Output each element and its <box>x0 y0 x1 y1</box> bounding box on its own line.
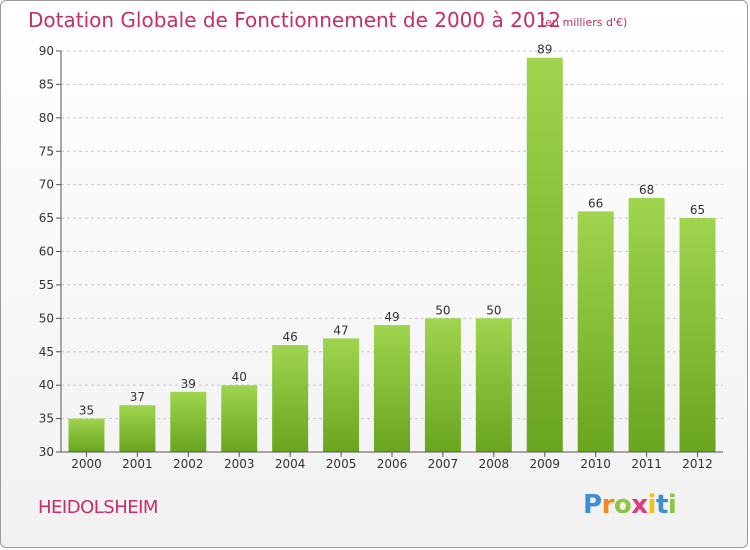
logo-letter: P <box>583 490 602 520</box>
x-tick-label-2007: 2007 <box>428 457 459 471</box>
y-tick-label: 45 <box>39 345 54 359</box>
bar-2010 <box>577 211 614 452</box>
data-label-2004: 46 <box>283 330 298 344</box>
y-tick-label: 55 <box>39 278 54 292</box>
y-tick-label: 50 <box>39 311 54 325</box>
bar-2007 <box>424 318 461 452</box>
y-tick-label: 70 <box>39 178 54 192</box>
y-tick-label: 75 <box>39 144 54 158</box>
bar-2003 <box>221 385 258 452</box>
data-label-2006: 49 <box>384 310 399 324</box>
bar-2005 <box>323 338 360 452</box>
y-tick-label: 85 <box>39 77 54 91</box>
logo-letter: o <box>613 490 632 520</box>
x-tick-label-2003: 2003 <box>224 457 255 471</box>
data-label-2012: 65 <box>690 203 705 217</box>
logo-letter: x <box>631 490 648 520</box>
data-label-2007: 50 <box>435 303 450 317</box>
data-label-2000: 35 <box>79 404 94 418</box>
data-label-2008: 50 <box>486 303 501 317</box>
x-tick-label-2011: 2011 <box>631 457 662 471</box>
logo-letter: t <box>655 490 668 520</box>
data-label-2011: 68 <box>639 183 654 197</box>
y-tick-label: 60 <box>39 245 54 259</box>
data-label-2003: 40 <box>232 370 247 384</box>
bar-2002 <box>170 391 207 452</box>
logo-letter: r <box>601 490 615 520</box>
x-tick-label-2006: 2006 <box>377 457 408 471</box>
data-label-2010: 66 <box>588 196 603 210</box>
logo-letter: i <box>647 490 657 520</box>
data-label-2009: 89 <box>537 43 552 57</box>
y-tick-label: 80 <box>39 111 54 125</box>
logo-letter: i <box>667 490 677 520</box>
data-label-2001: 37 <box>130 390 145 404</box>
x-tick-label-2008: 2008 <box>479 457 510 471</box>
x-tick-label-2004: 2004 <box>275 457 306 471</box>
chart-title: Dotation Globale de Fonctionnement de 20… <box>28 8 561 32</box>
data-label-2002: 39 <box>181 377 196 391</box>
bar-2004 <box>272 345 309 452</box>
bar-2006 <box>374 325 410 452</box>
bar-2011 <box>628 198 665 452</box>
data-label-2005: 47 <box>333 323 348 337</box>
chart-subtitle: (en milliers d'€) <box>541 16 628 29</box>
bar-2012 <box>679 218 716 452</box>
x-tick-label-2000: 2000 <box>71 457 102 471</box>
x-tick-label-2009: 2009 <box>529 457 560 471</box>
proxiti-logo: Proxiti <box>583 490 677 520</box>
y-tick-label: 40 <box>39 378 54 392</box>
bar-2008 <box>475 318 512 452</box>
x-tick-label-2001: 2001 <box>122 457 153 471</box>
x-tick-label-2012: 2012 <box>682 457 713 471</box>
bar-2001 <box>119 405 156 452</box>
y-tick-label: 30 <box>39 445 54 459</box>
y-tick-label: 35 <box>39 412 54 426</box>
x-tick-label-2010: 2010 <box>580 457 611 471</box>
x-tick-label-2002: 2002 <box>173 457 204 471</box>
bar-2009 <box>526 57 563 452</box>
y-tick-label: 65 <box>39 211 54 225</box>
y-tick-label: 90 <box>39 44 54 58</box>
bar-2000 <box>68 418 105 452</box>
commune-name: HEIDOLSHEIM <box>38 497 158 518</box>
x-tick-label-2005: 2005 <box>326 457 357 471</box>
